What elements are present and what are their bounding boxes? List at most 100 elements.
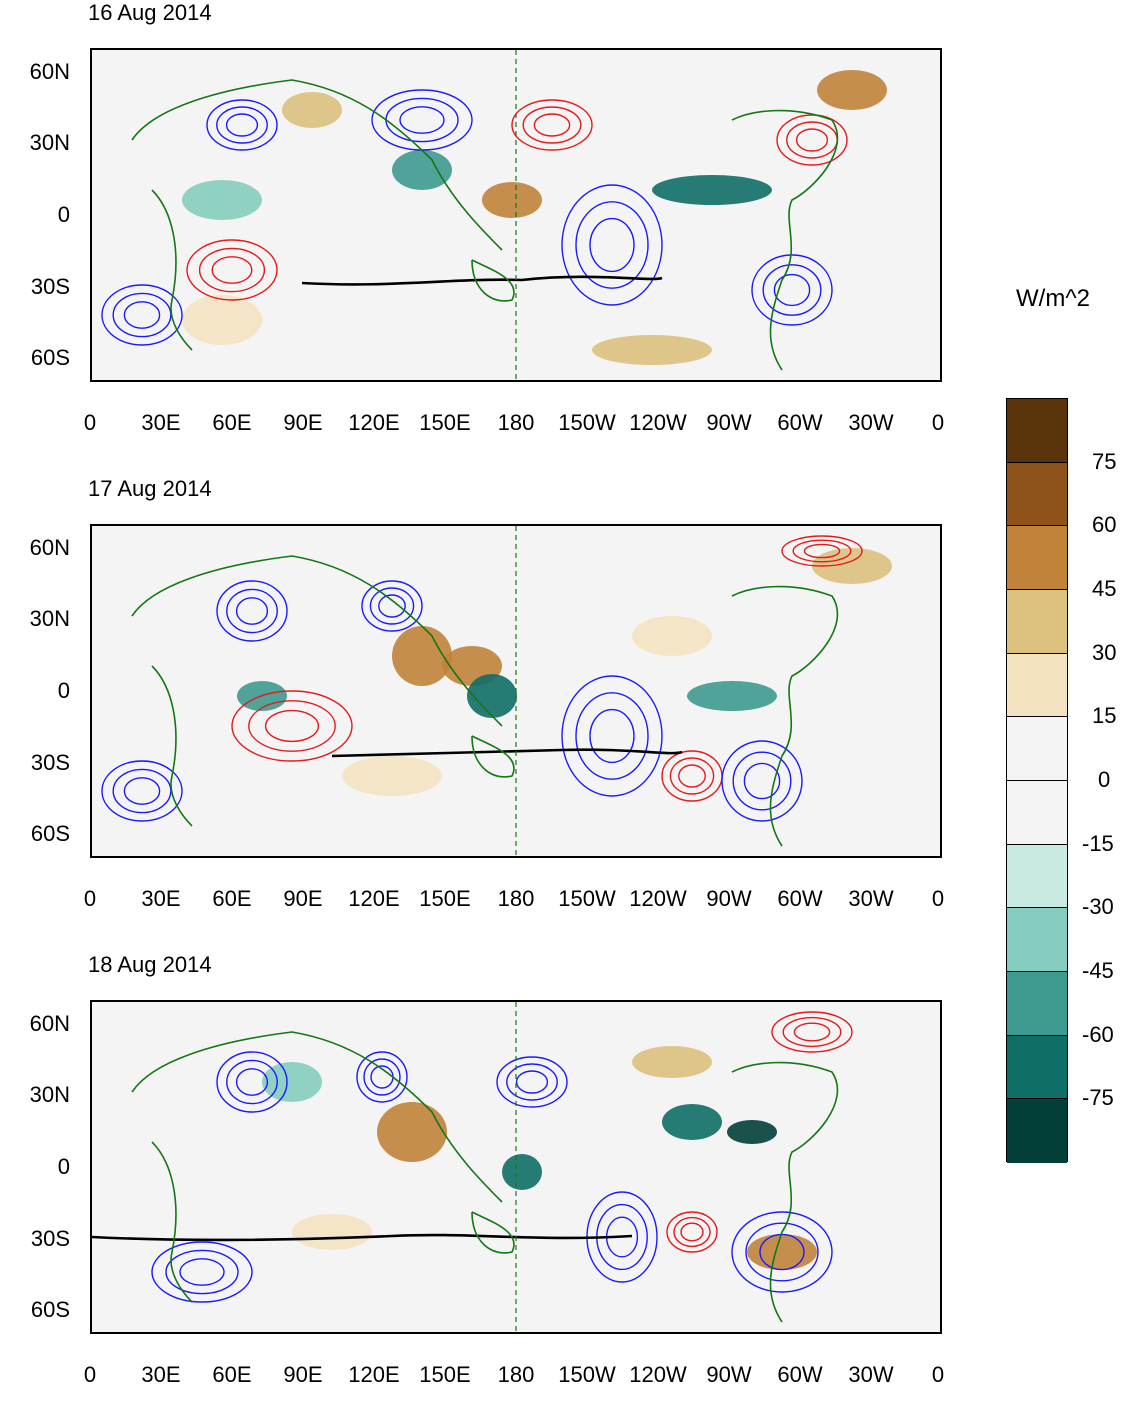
positive-contour — [211, 256, 253, 284]
lat-tick-label: 0 — [57, 1154, 70, 1179]
positive-contour — [792, 539, 852, 563]
lon-tick-label: 180 — [497, 1362, 535, 1387]
shading-patch — [392, 150, 452, 190]
colorbar-box — [1007, 717, 1067, 781]
map-plot — [90, 524, 942, 858]
positive-contour — [669, 757, 715, 795]
coastline — [471, 735, 515, 778]
colorbar-level-label: -30 — [1082, 894, 1114, 920]
lon-tick-label: 150E — [419, 1362, 471, 1387]
lat-tick-label: 30S — [30, 273, 70, 299]
lon-tick-label: 0 — [931, 1362, 945, 1387]
negative-contour — [361, 580, 423, 632]
shading-patch — [747, 1234, 817, 1270]
lat-tick-label: 30S — [30, 1225, 70, 1251]
negative-contour — [112, 768, 172, 814]
shading-patch — [727, 1120, 777, 1144]
colorbar-level-label: 30 — [1092, 639, 1117, 665]
negative-contour — [151, 1241, 253, 1303]
shading-patch — [482, 182, 542, 218]
colorbar-box — [1007, 590, 1067, 654]
lon-tick-label: 0 — [931, 410, 945, 435]
colorbar-level-label: -60 — [1082, 1021, 1114, 1047]
negative-contour — [575, 201, 649, 289]
lat-tick-label: 30S — [30, 749, 70, 775]
zero-contour — [301, 275, 663, 286]
positive-contour — [793, 1022, 831, 1042]
shading-patch — [632, 1046, 712, 1078]
colorbar-box — [1007, 972, 1067, 1036]
colorbar-box — [1007, 526, 1067, 590]
lon-tick-label: 0 — [83, 886, 97, 911]
colorbar-level-label: -15 — [1082, 830, 1114, 856]
positive-contour — [678, 764, 706, 788]
units-label: W/m^2 — [1016, 285, 1090, 312]
lon-tick-label: 90E — [283, 410, 323, 435]
lon-tick-label: 30E — [141, 1362, 181, 1387]
shading-patch — [817, 70, 887, 110]
lat-tick-label: 0 — [57, 202, 70, 227]
negative-contour — [496, 1056, 568, 1108]
positive-contour — [666, 1211, 718, 1253]
colorbar-level-label: 45 — [1092, 576, 1117, 601]
coastline — [131, 79, 503, 251]
lon-tick-label: 60E — [212, 410, 252, 435]
colorbar-box — [1007, 1035, 1067, 1100]
coastline — [471, 259, 515, 302]
shading-patch — [662, 1104, 722, 1140]
positive-contour — [771, 1011, 853, 1053]
positive-contour — [522, 106, 582, 144]
lat-tick-label: 60N — [29, 1010, 70, 1036]
lon-tick-label: 30W — [848, 410, 894, 435]
lon-tick-label: 120W — [629, 1362, 687, 1387]
negative-contour — [561, 675, 663, 797]
lon-tick-label: 60W — [777, 886, 823, 911]
colorbar-level-label: -45 — [1082, 958, 1114, 983]
lon-tick-label: 150E — [419, 886, 471, 911]
negative-contour — [216, 1051, 288, 1113]
lon-tick-label: 90W — [706, 1362, 752, 1387]
lon-tick-label: 60W — [777, 1362, 823, 1387]
lon-tick-label: 120E — [348, 886, 400, 911]
negative-contour — [399, 106, 445, 134]
negative-contour — [721, 740, 803, 822]
shading-patch — [262, 1062, 322, 1102]
zero-contour — [331, 748, 683, 758]
coastline — [151, 189, 193, 351]
panel-title: 17 Aug 2014 — [88, 476, 212, 501]
field-shading — [101, 50, 887, 380]
colorbar-box — [1007, 653, 1067, 718]
lon-tick-label: 30W — [848, 1362, 894, 1387]
negative-contour — [112, 292, 172, 338]
lon-tick-label: 60E — [212, 886, 252, 911]
negative-contour — [745, 1222, 819, 1282]
lon-tick-label: 150W — [558, 886, 616, 911]
negative-contour — [732, 751, 792, 811]
map-plot — [90, 1000, 942, 1334]
shading-patch — [392, 626, 452, 686]
lon-tick-label: 0 — [931, 886, 945, 911]
shading-patch — [182, 180, 262, 220]
coastline — [731, 1061, 839, 1323]
negative-contour — [589, 217, 635, 273]
map-plot — [90, 48, 942, 382]
panel-title: 18 Aug 2014 — [88, 952, 212, 977]
coastline — [731, 109, 839, 371]
coastline — [151, 1141, 193, 1303]
shading-patch — [687, 681, 777, 711]
negative-contour — [123, 777, 161, 805]
shading-patch — [342, 756, 442, 796]
shading-patch — [502, 1154, 542, 1190]
positive-contour — [264, 709, 320, 743]
lon-tick-label: 30E — [141, 886, 181, 911]
lat-tick-label: 60N — [29, 534, 70, 560]
shading-patch — [592, 335, 712, 365]
lon-tick-label: 120E — [348, 1362, 400, 1387]
coastline — [471, 1211, 515, 1254]
lon-tick-label: 90W — [706, 410, 752, 435]
lat-tick-label: 60S — [30, 1297, 70, 1323]
colorbar-box — [1007, 844, 1067, 909]
negative-contour — [101, 760, 183, 822]
colorbar-box — [1007, 1099, 1067, 1163]
negative-contour — [369, 587, 415, 625]
